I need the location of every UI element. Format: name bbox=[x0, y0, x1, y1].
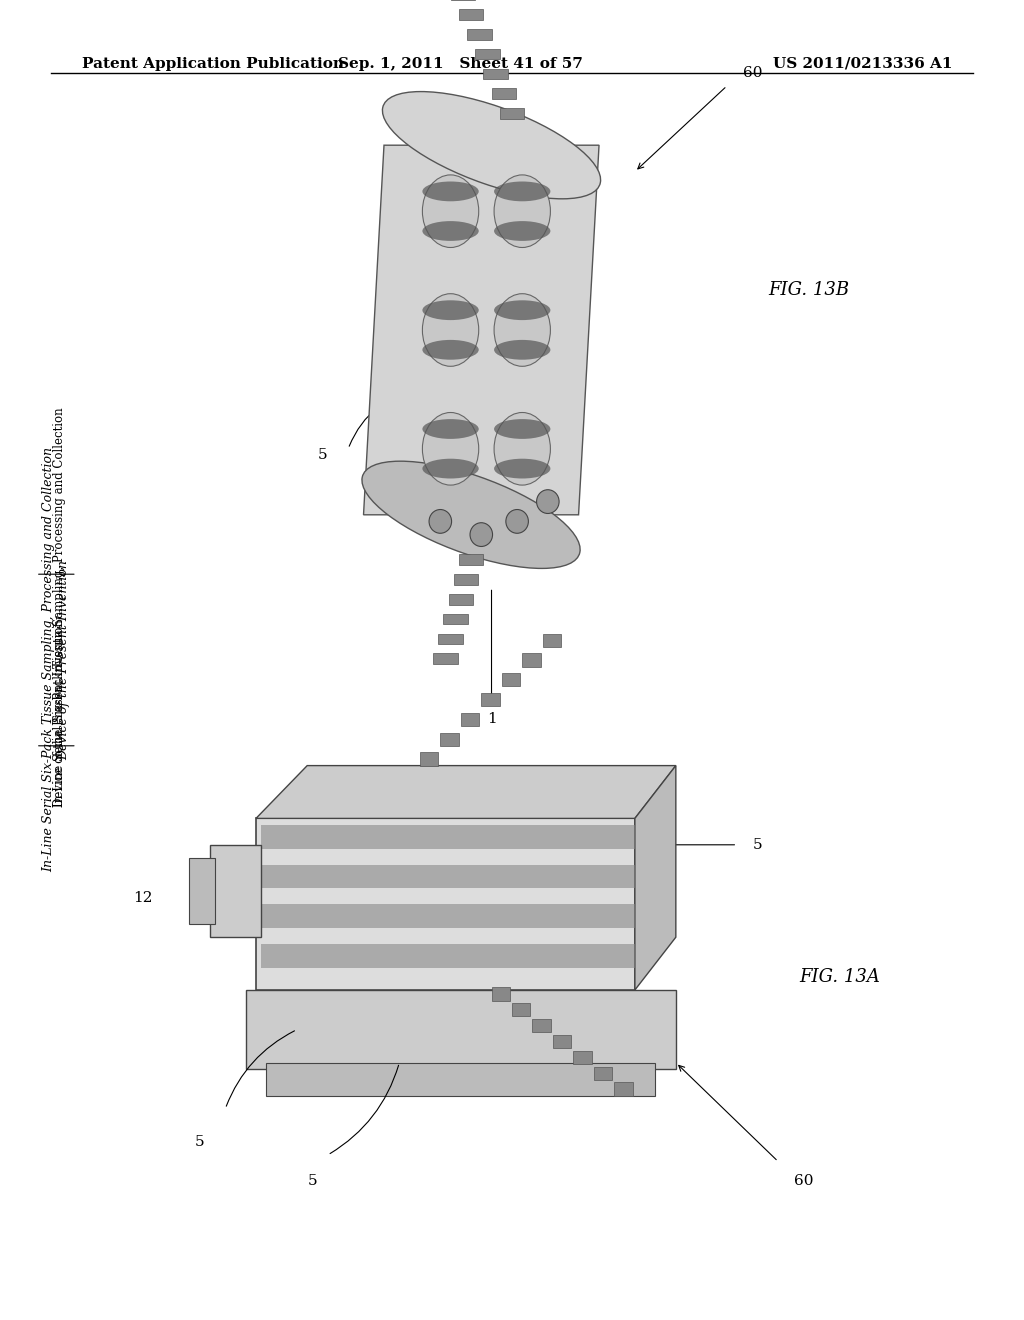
Text: In-Line Serial Six-Pack Tissue Sampling, Processing and Collection: In-Line Serial Six-Pack Tissue Sampling,… bbox=[53, 408, 66, 807]
Bar bbox=[467, 29, 492, 40]
Ellipse shape bbox=[506, 510, 528, 533]
Bar bbox=[459, 554, 483, 565]
Text: Sep. 1, 2011   Sheet 41 of 57: Sep. 1, 2011 Sheet 41 of 57 bbox=[338, 57, 584, 71]
Bar bbox=[261, 865, 635, 888]
Bar bbox=[481, 693, 500, 706]
Bar bbox=[454, 574, 478, 585]
Bar bbox=[492, 88, 516, 99]
Polygon shape bbox=[635, 766, 676, 990]
Ellipse shape bbox=[422, 294, 478, 366]
Bar bbox=[189, 858, 215, 924]
Ellipse shape bbox=[422, 418, 478, 438]
Bar bbox=[261, 944, 635, 968]
Bar bbox=[459, 9, 483, 20]
Bar bbox=[461, 713, 479, 726]
Ellipse shape bbox=[494, 300, 551, 319]
Bar bbox=[261, 825, 635, 849]
Ellipse shape bbox=[429, 510, 452, 533]
Bar bbox=[443, 614, 468, 624]
Bar bbox=[543, 634, 561, 647]
Bar bbox=[492, 987, 510, 1001]
Bar bbox=[433, 653, 458, 664]
Bar bbox=[522, 653, 541, 667]
Text: FIG. 13B: FIG. 13B bbox=[768, 281, 850, 300]
Ellipse shape bbox=[537, 490, 559, 513]
Bar bbox=[266, 1063, 655, 1096]
Bar bbox=[449, 594, 473, 605]
Ellipse shape bbox=[494, 294, 551, 366]
Text: 1: 1 bbox=[486, 713, 497, 726]
Ellipse shape bbox=[494, 176, 551, 248]
Bar bbox=[553, 1035, 571, 1048]
Bar bbox=[573, 1051, 592, 1064]
Bar bbox=[210, 845, 261, 937]
Bar bbox=[502, 673, 520, 686]
Text: 5: 5 bbox=[307, 1175, 317, 1188]
Bar bbox=[500, 108, 524, 119]
Ellipse shape bbox=[494, 458, 551, 479]
Ellipse shape bbox=[422, 341, 478, 360]
Bar bbox=[420, 752, 438, 766]
Ellipse shape bbox=[422, 412, 478, 484]
Text: US 2011/0213336 A1: US 2011/0213336 A1 bbox=[773, 57, 952, 71]
Text: 60: 60 bbox=[794, 1175, 814, 1188]
Polygon shape bbox=[256, 818, 635, 990]
Ellipse shape bbox=[422, 458, 478, 479]
Bar bbox=[483, 69, 508, 79]
Bar bbox=[246, 990, 676, 1069]
Text: 60: 60 bbox=[742, 66, 763, 79]
Ellipse shape bbox=[494, 220, 551, 242]
Bar bbox=[261, 904, 635, 928]
Text: In-Line Serial Six-Pack Tissue Sampling, Processing and Collection
Device of the: In-Line Serial Six-Pack Tissue Sampling,… bbox=[42, 447, 71, 873]
Text: 5: 5 bbox=[753, 838, 763, 851]
Text: FIG. 13A: FIG. 13A bbox=[800, 968, 880, 986]
Ellipse shape bbox=[422, 181, 478, 202]
Bar bbox=[512, 1003, 530, 1016]
Ellipse shape bbox=[422, 300, 478, 319]
Text: 5: 5 bbox=[317, 449, 328, 462]
Text: Patent Application Publication: Patent Application Publication bbox=[82, 57, 344, 71]
Ellipse shape bbox=[494, 418, 551, 438]
Bar bbox=[614, 1082, 633, 1096]
Ellipse shape bbox=[382, 91, 601, 199]
Bar bbox=[438, 634, 463, 644]
Ellipse shape bbox=[422, 176, 478, 248]
Polygon shape bbox=[364, 145, 599, 515]
Ellipse shape bbox=[470, 523, 493, 546]
Ellipse shape bbox=[494, 181, 551, 202]
Text: 12: 12 bbox=[133, 891, 154, 904]
Ellipse shape bbox=[494, 341, 551, 360]
Bar bbox=[440, 733, 459, 746]
Ellipse shape bbox=[361, 461, 581, 569]
Bar bbox=[594, 1067, 612, 1080]
Bar bbox=[532, 1019, 551, 1032]
Polygon shape bbox=[256, 766, 676, 818]
Ellipse shape bbox=[422, 220, 478, 242]
Text: 5: 5 bbox=[195, 1135, 205, 1148]
Text: Device of the Present Invention: Device of the Present Invention bbox=[53, 619, 66, 807]
Bar bbox=[475, 49, 500, 59]
Ellipse shape bbox=[494, 412, 551, 484]
